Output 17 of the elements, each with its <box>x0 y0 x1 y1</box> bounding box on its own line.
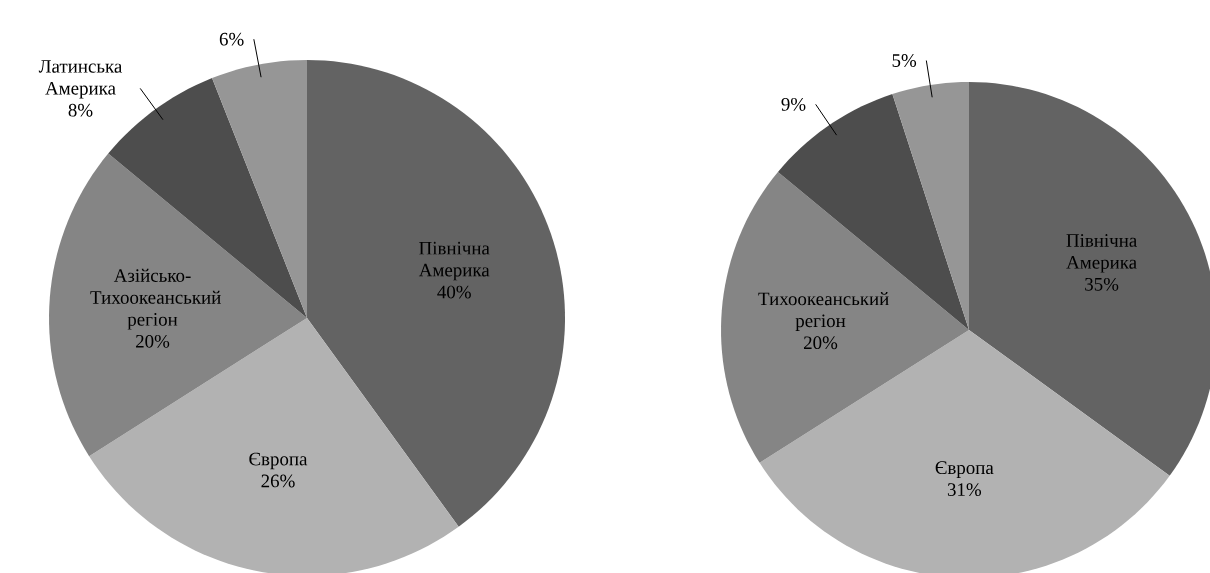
data-label: 26% <box>261 474 295 488</box>
data-label: 20% <box>136 334 170 348</box>
slice-label: Північна Америка <box>1066 234 1137 273</box>
data-label: 31% <box>947 483 982 497</box>
data-label: 6% <box>219 32 244 46</box>
data-label: 35% <box>1085 277 1119 291</box>
slice-label: Північна Америка <box>418 241 490 281</box>
data-label: 40% <box>437 285 471 299</box>
data-label: 20% <box>803 336 838 350</box>
data-label: 8% <box>68 103 93 117</box>
slice-label: Європа <box>249 452 308 470</box>
slice-label: Європа <box>935 461 994 478</box>
data-label: 9% <box>781 97 806 111</box>
data-label: 5% <box>892 54 917 67</box>
slice-label: Азійсько-Тихоокеанський регіон <box>90 268 221 330</box>
slice-label: Тихоокеанський регіон <box>758 292 889 332</box>
slice-label: Латинська Америка <box>38 60 123 99</box>
